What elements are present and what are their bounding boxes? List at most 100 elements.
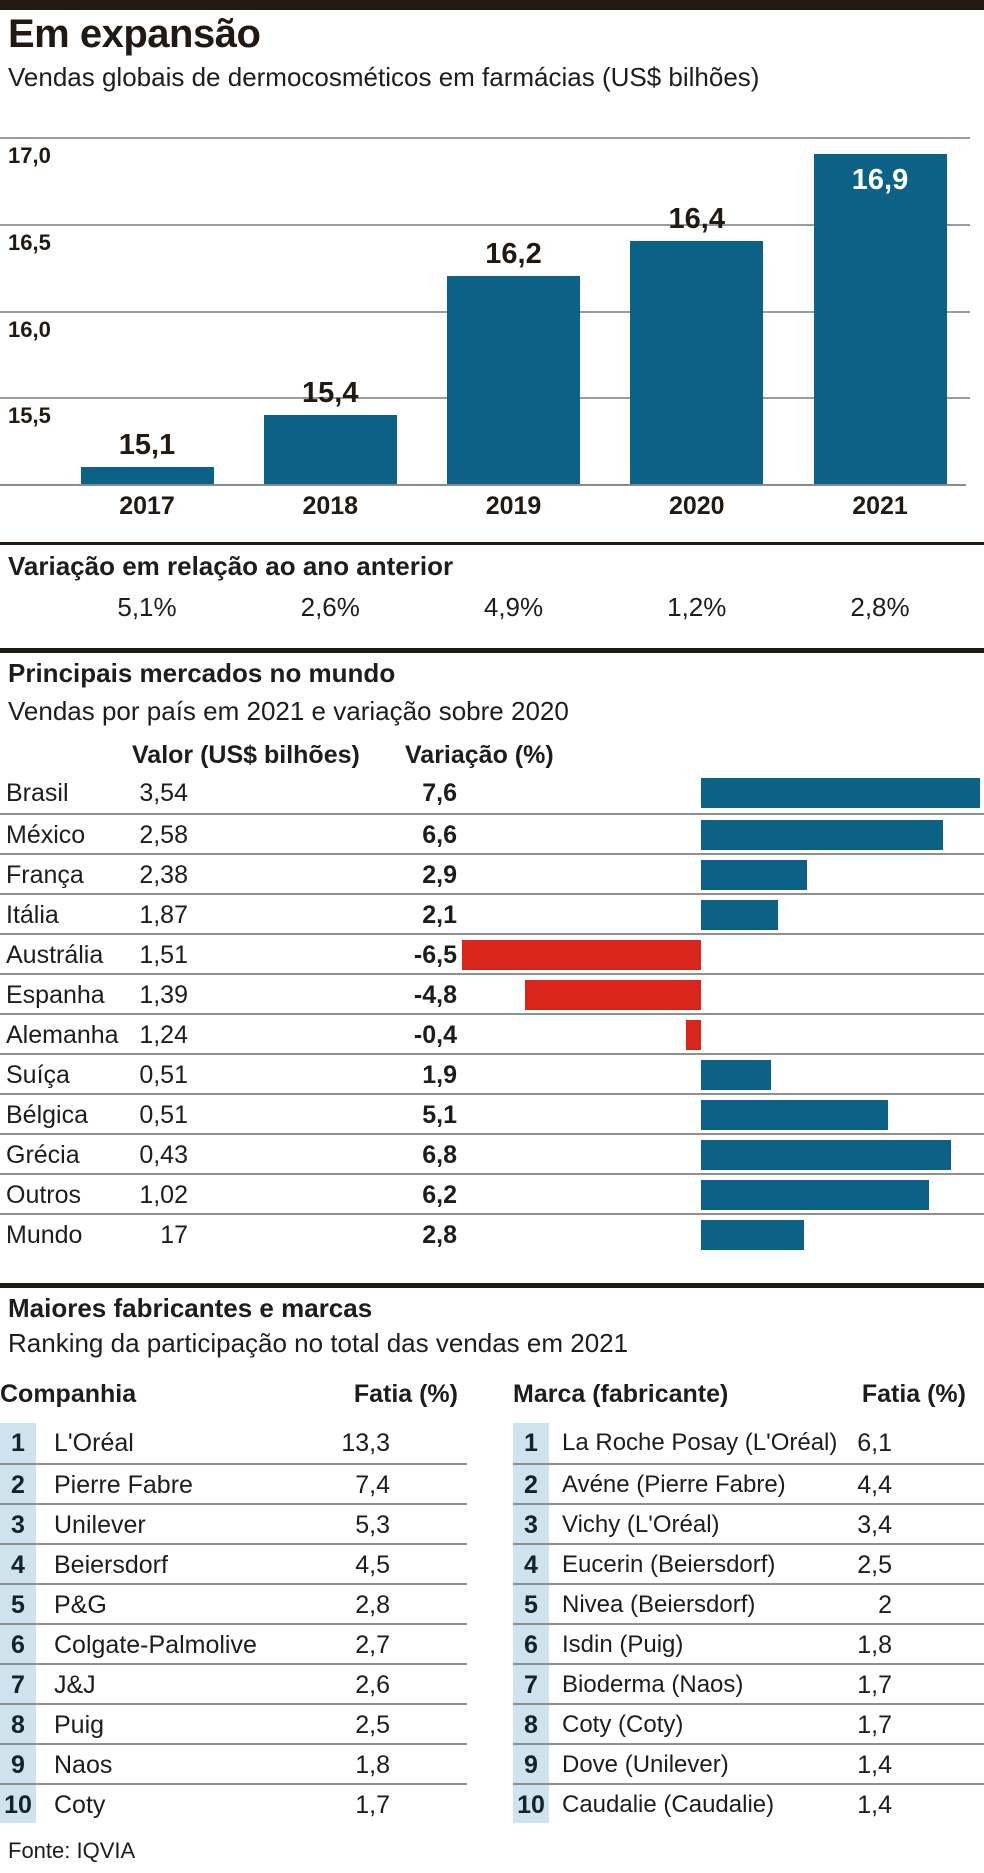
market-row: Suíça 0,51 1,9 — [0, 1053, 984, 1093]
variation-bar — [462, 940, 701, 970]
companies-table: Companhia Fatia (%) 1 L'Oréal 13,3 2 Pierre … — [0, 1380, 467, 1823]
variation-cell: 2,9 — [422, 861, 457, 889]
variation-title: Variação em relação ao ano anterior — [8, 551, 454, 581]
table-row: 6 Isdin (Puig) 1,8 — [513, 1623, 984, 1663]
rank-badge: 4 — [524, 1551, 538, 1579]
name-cell: Vichy (L'Oréal) — [562, 1511, 720, 1538]
variation-bar — [701, 1100, 889, 1130]
companies-col-name-header: Companhia — [0, 1380, 137, 1408]
variation-bar — [686, 1020, 701, 1050]
value-cell: 1,24 — [139, 1021, 188, 1049]
share-cell: 1,7 — [857, 1671, 892, 1699]
value-cell: 2,38 — [139, 861, 188, 889]
value-cell: 17 — [160, 1221, 188, 1249]
share-cell: 13,3 — [341, 1429, 390, 1457]
table-row: 2 Pierre Fabre 7,4 — [0, 1463, 467, 1503]
variation-cell: -6,5 — [413, 941, 457, 969]
share-cell: 2,6 — [355, 1671, 390, 1699]
makers-subtitle: Ranking da participação no total das ven… — [8, 1328, 629, 1358]
table-row: 10 Caudalie (Caudalie) 1,4 — [513, 1783, 984, 1823]
table-row: 5 Nivea (Beiersdorf) 2 — [513, 1583, 984, 1623]
table-row: 6 Colgate-Palmolive 2,7 — [0, 1623, 467, 1663]
y-axis-tick-label: 17,0 — [8, 143, 51, 168]
share-cell: 1,8 — [857, 1631, 892, 1659]
table-row: 4 Eucerin (Beiersdorf) 2,5 — [513, 1543, 984, 1583]
x-axis-category-label: 2021 — [852, 492, 908, 520]
share-cell: 5,3 — [355, 1511, 390, 1539]
country-label: México — [6, 821, 86, 849]
name-cell: P&G — [54, 1591, 107, 1619]
share-cell: 1,4 — [857, 1791, 892, 1819]
variation-bar — [701, 820, 944, 850]
x-axis-line — [0, 484, 966, 486]
brands-rows: 1 La Roche Posay (L'Oréal) 6,1 2 Avéne (Pier… — [513, 1423, 984, 1823]
table-row: 9 Naos 1,8 — [0, 1743, 467, 1783]
rank-badge: 1 — [524, 1429, 538, 1457]
share-cell: 2,5 — [857, 1551, 892, 1579]
name-cell: Isdin (Puig) — [562, 1631, 684, 1658]
name-cell: Coty (Coty) — [562, 1711, 684, 1738]
value-cell: 0,43 — [139, 1141, 188, 1169]
variation-bar — [701, 1060, 771, 1090]
market-row: México 2,58 6,6 — [0, 813, 984, 853]
y-axis-tick-label: 16,0 — [8, 316, 51, 342]
market-row: Itália 1,87 2,1 — [0, 893, 984, 933]
table-row: 7 J&J 2,6 — [0, 1663, 467, 1703]
rank-badge: 10 — [4, 1791, 32, 1819]
variation-cell: 5,1 — [422, 1101, 457, 1129]
value-cell: 0,51 — [139, 1101, 188, 1129]
share-cell: 1,8 — [355, 1751, 390, 1779]
name-cell: L'Oréal — [54, 1429, 134, 1457]
variation-cell: 6,6 — [422, 821, 457, 849]
rank-badge: 4 — [11, 1551, 25, 1579]
market-row: Espanha 1,39 -4,8 — [0, 973, 984, 1013]
variation-cell: 2,8 — [422, 1221, 457, 1249]
name-cell: Beiersdorf — [54, 1551, 168, 1579]
table-row: 7 Bioderma (Naos) 1,7 — [513, 1663, 984, 1703]
page-title: Em expansão — [8, 12, 261, 56]
sales-chart: 17,0 16,5 16,0 15,5 15,1 2017 15,4 2018 16,2 2019… — [0, 137, 984, 520]
variation-cell: 6,2 — [422, 1181, 457, 1209]
country-label: Mundo — [6, 1221, 83, 1249]
name-cell: Puig — [54, 1711, 105, 1739]
name-cell: Coty — [54, 1791, 106, 1819]
companies-rows: 1 L'Oréal 13,3 2 Pierre Fabre 7,4 3 Unilever 5,3… — [0, 1423, 467, 1823]
variation-bar — [701, 1140, 951, 1170]
table-row: 9 Dove (Unilever) 1,4 — [513, 1743, 984, 1783]
rank-badge: 1 — [11, 1429, 25, 1457]
y-axis-tick-label: 16,5 — [8, 229, 51, 255]
section-divider — [0, 1283, 984, 1288]
x-axis-category-label: 2020 — [668, 492, 725, 520]
name-cell: Eucerin (Beiersdorf) — [562, 1551, 776, 1578]
gridline — [0, 223, 970, 226]
variation-value: 2,6% — [300, 592, 360, 622]
x-axis-category-label: 2017 — [119, 492, 175, 520]
market-row: Grécia 0,43 6,8 — [0, 1133, 984, 1173]
rank-badge: 3 — [11, 1511, 25, 1539]
table-row: 3 Vichy (L'Oréal) 3,4 — [513, 1503, 984, 1543]
companies-table-header: Companhia Fatia (%) — [0, 1380, 467, 1423]
x-axis-category-label: 2018 — [302, 492, 359, 520]
rank-badge: 7 — [524, 1671, 538, 1699]
bar-value-label: 15,1 — [118, 428, 176, 461]
share-cell: 1,7 — [857, 1711, 892, 1739]
market-row: Mundo 17 2,8 — [0, 1213, 984, 1253]
top-bar — [0, 0, 984, 10]
variation-values: 5,1% 2,6% 4,9% 1,2% 2,8% — [0, 592, 984, 626]
markets-rows: Brasil 3,54 7,6 México 2,58 6,6 França 2,38 2,9 I… — [0, 773, 984, 1253]
rank-badge: 6 — [11, 1631, 25, 1659]
market-row: Austrália 1,51 -6,5 — [0, 933, 984, 973]
table-row: 8 Puig 2,5 — [0, 1703, 467, 1743]
sales-bar — [80, 466, 214, 484]
variation-value: 1,2% — [667, 592, 727, 622]
brands-col-name-header: Marca (fabricante) — [513, 1380, 729, 1408]
table-row: 5 P&G 2,8 — [0, 1583, 467, 1623]
share-cell: 4,5 — [355, 1551, 390, 1579]
share-cell: 1,7 — [355, 1791, 390, 1819]
value-cell: 1,39 — [139, 981, 188, 1009]
rank-badge: 2 — [11, 1471, 25, 1499]
makers-title: Maiores fabricantes e marcas — [8, 1293, 373, 1323]
share-cell: 2 — [878, 1591, 892, 1619]
market-row: Bélgica 0,51 5,1 — [0, 1093, 984, 1133]
value-cell: 2,58 — [139, 821, 188, 849]
